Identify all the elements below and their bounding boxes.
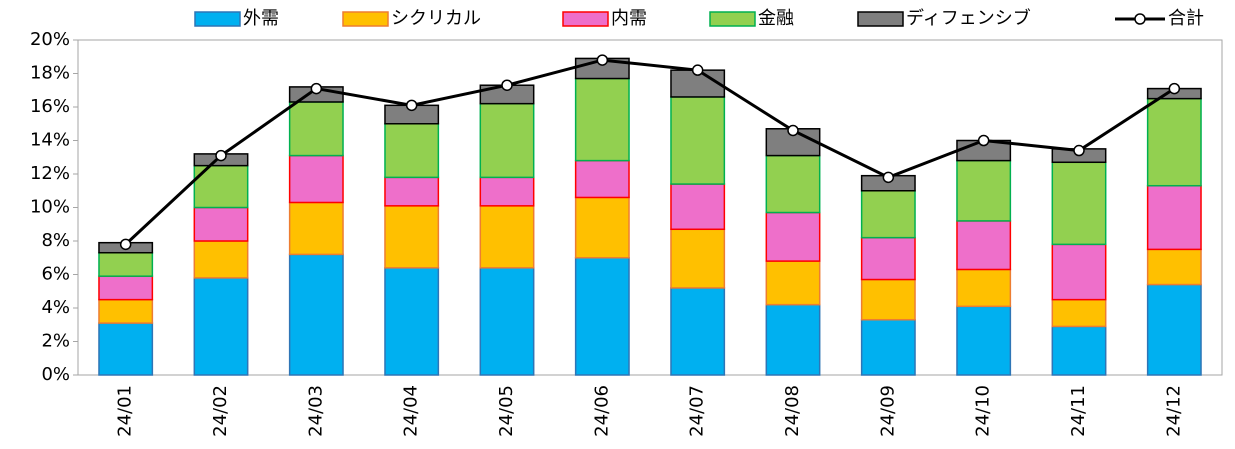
x-tick-label: 24/12 bbox=[1163, 385, 1184, 437]
bar-segment bbox=[574, 77, 630, 162]
bar-segment bbox=[670, 96, 726, 185]
total-marker bbox=[1073, 144, 1085, 157]
total-marker bbox=[501, 79, 513, 91]
bar-segment bbox=[1146, 248, 1202, 286]
bar-segment bbox=[98, 322, 154, 376]
y-tick-label: 14% bbox=[30, 130, 70, 151]
total-marker bbox=[215, 149, 227, 162]
total-marker bbox=[310, 82, 323, 95]
bar-segment bbox=[288, 201, 344, 256]
plot-frame bbox=[77, 39, 1223, 376]
bar-segment bbox=[765, 260, 821, 306]
bar-segment bbox=[479, 176, 535, 207]
bar-segment bbox=[193, 240, 249, 279]
bar-segment bbox=[860, 236, 916, 281]
y-tick-label: 6% bbox=[41, 264, 70, 285]
bar-segment bbox=[765, 154, 821, 214]
bar-segment bbox=[384, 123, 440, 179]
bar-segment bbox=[670, 287, 726, 376]
bar-segment bbox=[574, 196, 630, 259]
bar-segment bbox=[193, 206, 249, 242]
total-marker bbox=[119, 238, 132, 251]
bar-segment bbox=[1051, 161, 1107, 246]
bar-segment bbox=[860, 278, 916, 321]
bar-segment bbox=[574, 257, 630, 376]
bar-segment bbox=[384, 205, 440, 269]
legend-marker bbox=[1134, 13, 1146, 25]
total-marker bbox=[1168, 82, 1181, 95]
legend-swatch bbox=[342, 11, 389, 27]
bar-segment bbox=[670, 228, 726, 289]
bar-segment bbox=[860, 190, 916, 239]
bar-segment bbox=[860, 318, 916, 376]
legend-label: 金融 bbox=[758, 8, 794, 29]
bar-segment bbox=[193, 277, 249, 376]
bar-segment bbox=[765, 211, 821, 262]
legend-label: 内需 bbox=[611, 8, 647, 29]
total-marker bbox=[596, 54, 609, 66]
x-tick-label: 24/05 bbox=[496, 385, 517, 437]
bar-segment bbox=[670, 183, 726, 231]
total-line bbox=[124, 58, 1176, 246]
bar-segment bbox=[1051, 325, 1107, 376]
legend-label: シクリカル bbox=[391, 8, 481, 29]
bar-segment bbox=[288, 154, 344, 204]
total-marker bbox=[787, 124, 799, 137]
y-tick-label: 4% bbox=[41, 297, 70, 318]
bar-segment bbox=[956, 305, 1012, 376]
legend-swatch bbox=[709, 11, 756, 27]
bar-segment bbox=[956, 268, 1012, 308]
y-tick-label: 16% bbox=[30, 96, 70, 117]
x-tick-label: 24/04 bbox=[401, 385, 422, 437]
y-tick-label: 0% bbox=[41, 364, 70, 385]
legend-label: ディフェンシブ bbox=[906, 7, 1031, 29]
total-marker bbox=[882, 171, 895, 184]
bar-segment bbox=[1146, 283, 1202, 376]
x-tick-label: 24/10 bbox=[973, 385, 994, 437]
bar-segment bbox=[98, 275, 154, 301]
bar-segment bbox=[98, 251, 154, 277]
bar-segment bbox=[1146, 97, 1202, 187]
y-tick-label: 10% bbox=[30, 197, 70, 218]
y-tick-label: 20% bbox=[30, 29, 70, 50]
bar-segment bbox=[384, 267, 440, 376]
legend-swatch bbox=[562, 11, 609, 27]
bar-segment bbox=[956, 220, 1012, 271]
x-tick-label: 24/06 bbox=[591, 385, 612, 437]
x-tick-label: 24/09 bbox=[877, 385, 898, 437]
bar-segment bbox=[574, 159, 630, 199]
y-tick-label: 2% bbox=[41, 331, 70, 352]
bar-segment bbox=[384, 176, 440, 207]
bar-segment bbox=[479, 267, 535, 376]
bar-segment bbox=[670, 69, 726, 98]
legend-swatch bbox=[194, 11, 241, 27]
total-marker bbox=[977, 134, 990, 147]
bar-segment bbox=[1051, 243, 1107, 301]
bar-segment bbox=[479, 205, 535, 269]
legend-label: 外需 bbox=[243, 8, 279, 29]
bar-segment bbox=[288, 253, 344, 376]
bar-segment bbox=[98, 298, 154, 324]
bar-segment bbox=[1146, 184, 1202, 251]
x-tick-label: 24/02 bbox=[210, 385, 231, 437]
x-tick-label: 24/03 bbox=[305, 385, 326, 437]
x-tick-label: 24/08 bbox=[782, 385, 803, 437]
bar-segment bbox=[479, 102, 535, 179]
bar-segment bbox=[1051, 298, 1107, 328]
y-tick-label: 12% bbox=[30, 163, 70, 184]
total-marker bbox=[405, 99, 418, 112]
x-tick-label: 24/01 bbox=[115, 385, 136, 437]
bar-segment bbox=[956, 159, 1012, 222]
y-tick-label: 8% bbox=[41, 230, 70, 251]
x-tick-label: 24/11 bbox=[1068, 385, 1089, 437]
legend-label: 合計 bbox=[1168, 8, 1204, 29]
bar-segment bbox=[765, 303, 821, 376]
x-tick-label: 24/07 bbox=[687, 385, 708, 437]
total-marker bbox=[691, 64, 704, 76]
bar-segment bbox=[288, 101, 344, 157]
y-tick-label: 18% bbox=[30, 63, 70, 84]
legend-swatch bbox=[857, 11, 904, 27]
